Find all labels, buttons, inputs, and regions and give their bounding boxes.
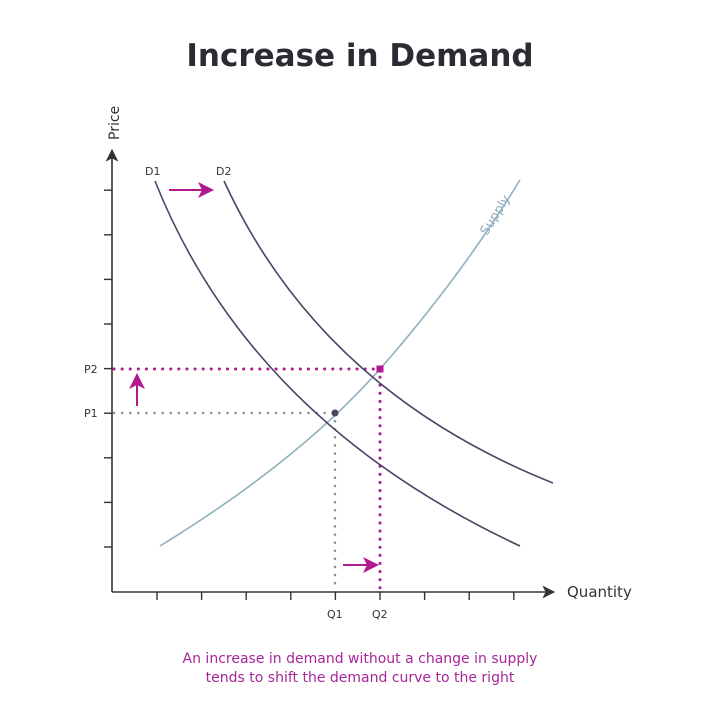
x-ticks: [156, 592, 515, 600]
q1-label: Q1: [327, 608, 343, 621]
supply-curve: [159, 179, 521, 547]
p2-label: P2: [84, 363, 98, 376]
x-axis-label: Quantity: [567, 583, 632, 601]
d1-label: D1: [145, 165, 160, 178]
equilibrium-2: [376, 365, 384, 373]
caption: An increase in demand without a change i…: [0, 650, 720, 688]
d1-curve: [154, 180, 521, 547]
y-ticks: [104, 189, 112, 548]
d2-label: D2: [216, 165, 231, 178]
supply-label: Supply: [478, 192, 514, 238]
caption-line-2: tends to shift the demand curve to the r…: [205, 670, 515, 686]
p1-label: P1: [84, 407, 98, 420]
y-axis-label: Price: [107, 106, 123, 140]
d2-curve: [223, 180, 554, 484]
page-title: Increase in Demand: [186, 38, 534, 74]
equilibrium-1: [331, 409, 339, 417]
caption-line-1: An increase in demand without a change i…: [182, 651, 538, 667]
q2-label: Q2: [372, 608, 388, 621]
